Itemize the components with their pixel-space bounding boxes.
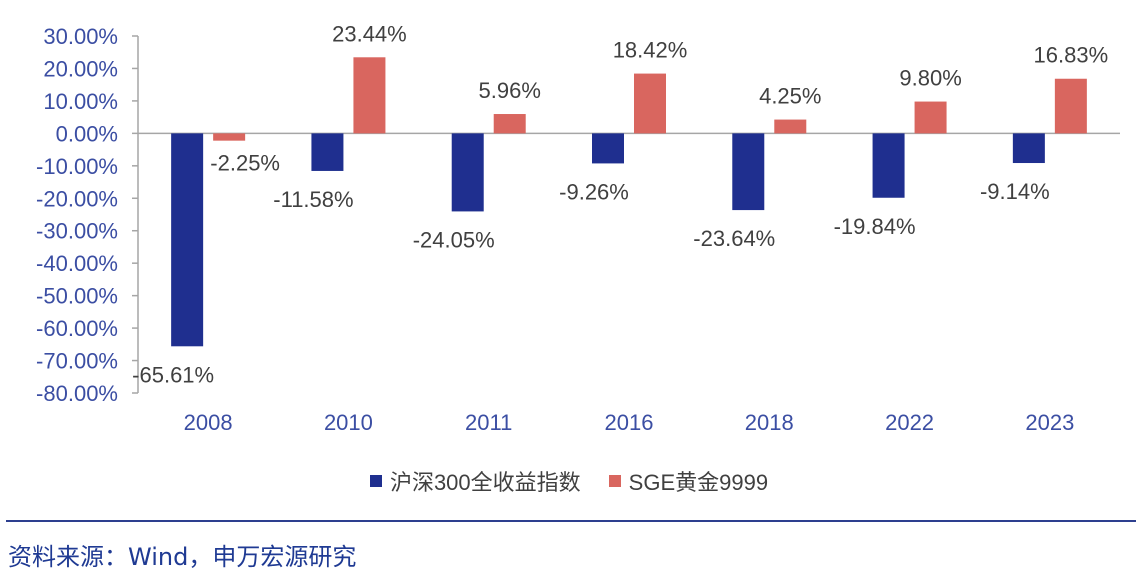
legend-swatch-hs300 xyxy=(369,475,382,487)
x-tick-label: 2008 xyxy=(184,410,233,435)
data-label-hs300: -11.58% xyxy=(273,187,353,212)
data-label-gold: 4.25% xyxy=(759,84,821,109)
data-label-hs300: -24.05% xyxy=(413,227,495,252)
x-tick-label: 2023 xyxy=(1025,410,1074,435)
data-label-gold: 18.42% xyxy=(613,38,688,63)
legend-label-gold: SGE黄金9999 xyxy=(628,470,769,495)
source-note: 资料来源：Wind，申万宏源研究 xyxy=(8,543,357,571)
y-tick-label: -20.00% xyxy=(36,186,118,211)
data-label-gold: 5.96% xyxy=(479,78,541,103)
bar-hs300 xyxy=(311,133,344,171)
y-axis: 30.00% 20.00% 10.00% 0.00% -10.00% -20.00% -30… xyxy=(36,24,139,406)
y-tick-label: -40.00% xyxy=(36,251,118,276)
data-label-gold: 23.44% xyxy=(332,21,407,46)
legend-item-hs300: 沪深300全收益指数 xyxy=(369,465,581,497)
bar-gold xyxy=(914,101,947,134)
data-label-hs300: -65.61% xyxy=(132,362,214,387)
y-tick-label: 20.00% xyxy=(43,56,118,81)
data-label-gold: 9.80% xyxy=(899,66,961,91)
bar-gold xyxy=(634,73,666,134)
y-tick-label: 30.00% xyxy=(43,24,118,49)
data-label-hs300: -19.84% xyxy=(834,214,916,239)
bar-chart: 30.00% 20.00% 10.00% 0.00% -10.00% -20.00% -30… xyxy=(36,21,1120,435)
x-tick-label: 2018 xyxy=(745,410,794,435)
y-tick-label: -10.00% xyxy=(36,154,118,179)
data-label-gold: -2.25% xyxy=(210,151,280,176)
legend-label-hs300: 沪深300全收益指数 xyxy=(389,470,581,495)
x-tick-label: 2010 xyxy=(324,410,373,435)
bar-hs300 xyxy=(1012,133,1045,164)
bar-gold xyxy=(1054,78,1087,134)
bar-hs300 xyxy=(171,133,204,347)
y-tick-label: -50.00% xyxy=(36,284,118,309)
y-tick-label: 0.00% xyxy=(56,121,118,146)
bar-gold xyxy=(774,119,807,134)
x-axis: 2008 2010 2011 2016 2018 2022 2023 xyxy=(138,132,1120,435)
legend: 沪深300全收益指数 SGE黄金9999 xyxy=(0,466,1138,496)
data-label-gold: 16.83% xyxy=(1034,43,1109,68)
bar-hs300 xyxy=(451,133,484,212)
y-tick-label: -70.00% xyxy=(36,349,118,374)
y-tick-label: -30.00% xyxy=(36,219,118,244)
y-tick-label: -60.00% xyxy=(36,316,118,341)
bar-gold xyxy=(213,133,246,141)
source-divider xyxy=(6,520,1136,522)
bar-gold xyxy=(353,57,386,134)
bar-hs300 xyxy=(592,133,624,164)
legend-item-gold: SGE黄金9999 xyxy=(608,465,769,497)
bar-gold xyxy=(493,114,526,134)
x-tick-label: 2016 xyxy=(605,410,654,435)
data-label-hs300: -23.64% xyxy=(693,226,775,251)
x-tick-label: 2022 xyxy=(885,410,934,435)
legend-swatch-gold xyxy=(608,475,621,487)
y-tick-label: -80.00% xyxy=(36,381,118,406)
data-label-hs300: -9.14% xyxy=(980,179,1050,204)
y-tick-label: 10.00% xyxy=(43,89,118,114)
bars xyxy=(171,57,1087,347)
x-tick-label: 2011 xyxy=(465,410,512,435)
data-labels: -65.61% -11.58% -24.05% -9.26% -23.64% -19.84… xyxy=(132,21,1108,387)
bar-hs300 xyxy=(872,133,905,198)
data-label-hs300: -9.26% xyxy=(559,179,629,204)
bar-hs300 xyxy=(732,133,765,211)
